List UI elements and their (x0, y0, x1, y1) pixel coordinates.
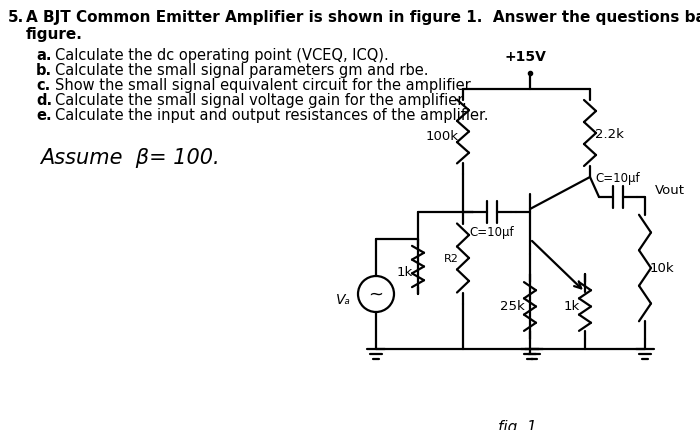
Text: Vₐ: Vₐ (336, 292, 351, 306)
Text: 1k: 1k (564, 300, 580, 313)
Text: b.: b. (36, 63, 52, 78)
Text: 1k: 1k (397, 265, 413, 278)
Text: Vout: Vout (655, 183, 685, 196)
Text: 5.: 5. (8, 10, 25, 25)
Text: d.: d. (36, 93, 52, 108)
Text: a.: a. (36, 48, 52, 63)
Text: c.: c. (36, 78, 50, 93)
Text: 25k: 25k (500, 300, 525, 313)
Text: 100k: 100k (426, 130, 459, 143)
Text: Assume  β= 100.: Assume β= 100. (40, 147, 220, 168)
Text: 2.2k: 2.2k (595, 127, 624, 140)
Text: +15V: +15V (504, 50, 546, 64)
Text: C=10μf: C=10μf (470, 225, 514, 239)
Text: Calculate the small signal voltage gain for the amplifier.: Calculate the small signal voltage gain … (55, 93, 467, 108)
Text: A BJT Common Emitter Amplifier is shown in figure 1.  Answer the questions based: A BJT Common Emitter Amplifier is shown … (26, 10, 700, 25)
Text: Calculate the small signal parameters gm and rbe.: Calculate the small signal parameters gm… (55, 63, 428, 78)
Text: Calculate the dc operating point (VCEQ, ICQ).: Calculate the dc operating point (VCEQ, … (55, 48, 389, 63)
Text: e.: e. (36, 108, 52, 123)
Text: C=10μf: C=10μf (596, 172, 640, 184)
Text: figure.: figure. (26, 27, 83, 42)
Text: 10k: 10k (650, 262, 675, 275)
Text: ~: ~ (368, 286, 384, 303)
Text: Calculate the input and output resistances of the amplifier.: Calculate the input and output resistanc… (55, 108, 489, 123)
Text: fig. 1.: fig. 1. (498, 419, 542, 430)
Text: R2: R2 (444, 253, 459, 264)
Text: Show the small signal equivalent circuit for the amplifier.: Show the small signal equivalent circuit… (55, 78, 474, 93)
